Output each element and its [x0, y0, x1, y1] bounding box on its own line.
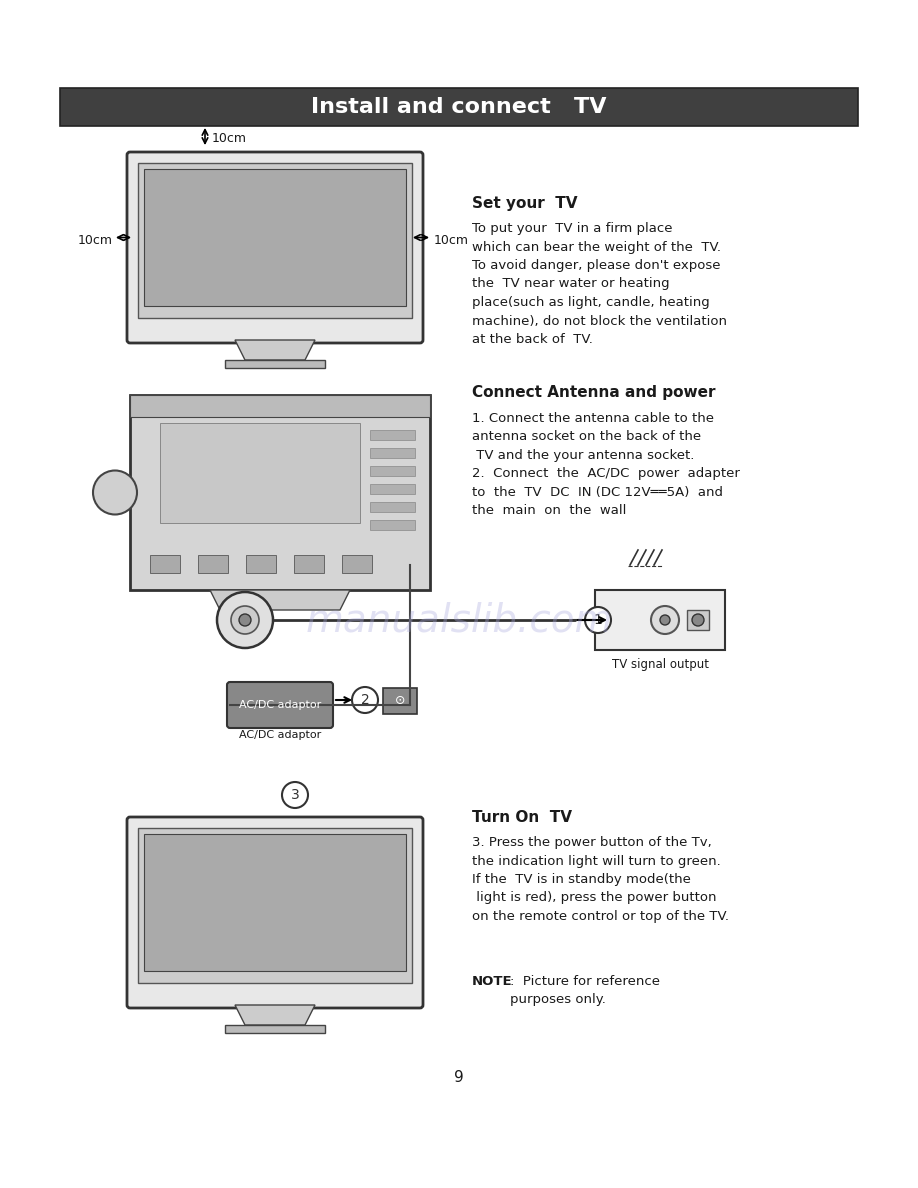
Polygon shape [210, 590, 350, 609]
FancyBboxPatch shape [160, 423, 360, 523]
FancyBboxPatch shape [127, 152, 423, 343]
FancyBboxPatch shape [60, 88, 858, 126]
FancyBboxPatch shape [127, 817, 423, 1007]
Circle shape [352, 687, 378, 713]
Text: Set your  TV: Set your TV [472, 196, 577, 211]
FancyBboxPatch shape [138, 828, 412, 982]
FancyBboxPatch shape [370, 484, 415, 494]
Text: TV signal output: TV signal output [611, 658, 709, 671]
Text: AC/DC adaptor: AC/DC adaptor [239, 729, 321, 740]
Text: 10cm: 10cm [78, 234, 113, 247]
Text: 1. Connect the antenna cable to the
antenna socket on the back of the
 TV and th: 1. Connect the antenna cable to the ante… [472, 412, 740, 518]
Text: :  Picture for reference
purposes only.: : Picture for reference purposes only. [510, 975, 660, 1006]
Circle shape [651, 606, 679, 634]
Text: Install and connect   TV: Install and connect TV [311, 97, 607, 116]
Text: Connect Antenna and power: Connect Antenna and power [472, 385, 715, 400]
Circle shape [692, 614, 704, 626]
FancyBboxPatch shape [225, 1025, 325, 1034]
FancyBboxPatch shape [370, 466, 415, 476]
FancyBboxPatch shape [225, 360, 325, 368]
FancyBboxPatch shape [130, 394, 430, 590]
Circle shape [231, 606, 259, 634]
Text: 9: 9 [454, 1070, 464, 1085]
FancyBboxPatch shape [370, 503, 415, 512]
Circle shape [282, 782, 308, 808]
Text: 3. Press the power button of the Tv,
the indication light will turn to green.
If: 3. Press the power button of the Tv, the… [472, 836, 729, 923]
Text: To put your  TV in a firm place
which can bear the weight of the  TV.
To avoid d: To put your TV in a firm place which can… [472, 222, 727, 346]
Text: 3: 3 [291, 788, 299, 802]
FancyBboxPatch shape [198, 555, 228, 573]
FancyBboxPatch shape [144, 834, 406, 971]
FancyBboxPatch shape [687, 609, 709, 630]
Text: Turn On  TV: Turn On TV [472, 810, 572, 824]
FancyBboxPatch shape [294, 555, 324, 573]
Text: manualslib.com: manualslib.com [306, 601, 612, 639]
Circle shape [217, 592, 273, 647]
FancyBboxPatch shape [370, 520, 415, 530]
FancyBboxPatch shape [370, 448, 415, 459]
Text: 2: 2 [361, 693, 369, 707]
FancyBboxPatch shape [144, 169, 406, 307]
Polygon shape [235, 1005, 315, 1025]
Circle shape [585, 607, 611, 633]
Text: 10cm: 10cm [434, 234, 469, 247]
FancyBboxPatch shape [595, 590, 725, 650]
Text: ⊙: ⊙ [395, 695, 405, 708]
FancyBboxPatch shape [227, 682, 333, 728]
Text: 1: 1 [594, 613, 602, 627]
Circle shape [239, 614, 251, 626]
FancyBboxPatch shape [246, 555, 276, 573]
Text: NOTE: NOTE [472, 975, 512, 988]
Circle shape [93, 470, 137, 514]
Circle shape [660, 615, 670, 625]
FancyBboxPatch shape [130, 394, 430, 417]
FancyBboxPatch shape [370, 430, 415, 440]
Text: AC/DC adaptor: AC/DC adaptor [239, 700, 321, 710]
FancyBboxPatch shape [342, 555, 372, 573]
Polygon shape [235, 340, 315, 360]
FancyBboxPatch shape [150, 555, 180, 573]
FancyBboxPatch shape [138, 163, 412, 318]
FancyBboxPatch shape [383, 688, 417, 714]
Text: 10cm: 10cm [212, 133, 247, 145]
